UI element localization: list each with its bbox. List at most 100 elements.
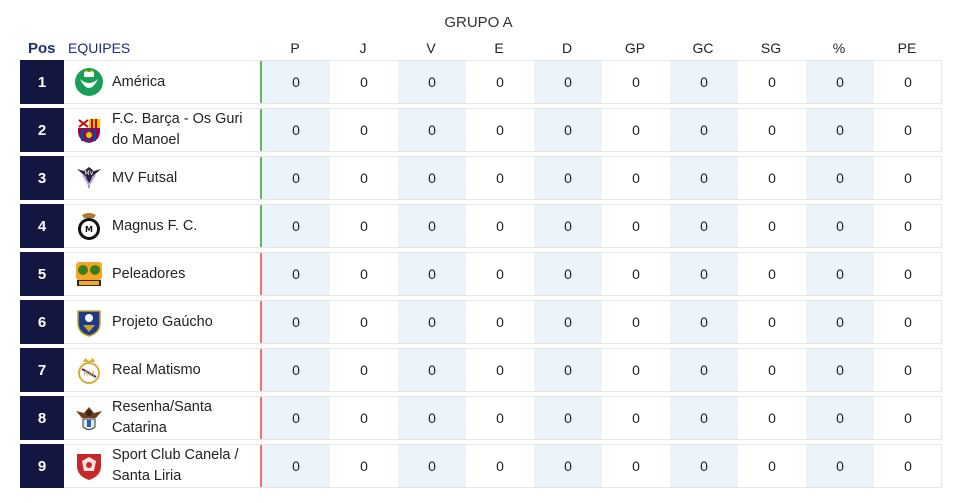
stat-pe: 0: [904, 122, 912, 138]
stat-j: 0: [360, 74, 368, 90]
stat-e: 0: [496, 458, 504, 474]
stat-j: 0: [360, 170, 368, 186]
position-cell: 5: [20, 252, 64, 296]
team-cell[interactable]: F.C. Barça - Os Guri do Manoel: [64, 109, 262, 151]
stat-d: 0: [534, 301, 602, 343]
stat-e: 0: [496, 362, 504, 378]
stat-v: 0: [398, 397, 466, 439]
team-name[interactable]: Real Matismo: [112, 361, 201, 378]
stat-sg: 0: [768, 362, 776, 378]
position-cell: 6: [20, 300, 64, 344]
stat-j: 0: [360, 314, 368, 330]
stat-percent: 0: [806, 445, 874, 487]
stat-v: 0: [398, 301, 466, 343]
team-name[interactable]: F.C. Barça - Os Guri do Manoel: [112, 111, 243, 148]
position-cell: 9: [20, 444, 64, 488]
stat-percent: 0: [806, 349, 874, 391]
header-v: V: [426, 40, 436, 56]
stat-gc: 0: [670, 205, 738, 247]
stat-d: 0: [534, 157, 602, 199]
mv-futsal-logo: MV: [74, 163, 104, 193]
stat-gp: 0: [632, 218, 640, 234]
team-cell[interactable]: M Magnus F. C.: [64, 205, 262, 247]
header-gc: GC: [692, 40, 714, 56]
stat-j: 0: [360, 122, 368, 138]
header-sg: SG: [760, 40, 782, 56]
stat-pe: 0: [904, 362, 912, 378]
team-cell[interactable]: Resenha/Santa Catarina: [64, 397, 262, 439]
team-name[interactable]: Sport Club Canela / Santa Liria: [112, 447, 239, 484]
table-row: 1 América 0 0 0 0 0 0 0 0 0 0: [20, 60, 942, 104]
group-title: GRUPO A: [444, 14, 513, 31]
stat-j: 0: [360, 218, 368, 234]
stat-gc: 0: [670, 157, 738, 199]
stat-p: 0: [262, 109, 330, 151]
stat-gp: 0: [632, 170, 640, 186]
stat-pe: 0: [904, 74, 912, 90]
stat-gp: 0: [632, 266, 640, 282]
stat-gc: 0: [670, 61, 738, 103]
stat-gp: 0: [632, 74, 640, 90]
stat-v: 0: [398, 445, 466, 487]
stat-v: 0: [398, 61, 466, 103]
stat-d: 0: [534, 397, 602, 439]
table-row: 9 Sport Club Canela / Santa Liria 0 0 0 0 0 0 0 0…: [20, 444, 942, 488]
real-matismo-logo: RM: [74, 355, 104, 385]
stat-e: 0: [496, 218, 504, 234]
team-cell[interactable]: Projeto Gaúcho: [64, 301, 262, 343]
team-cell[interactable]: América: [64, 61, 262, 103]
stat-d: 0: [534, 445, 602, 487]
team-name[interactable]: Peleadores: [112, 265, 186, 282]
stat-p: 0: [262, 61, 330, 103]
team-name[interactable]: Projeto Gaúcho: [112, 313, 213, 330]
header-percent: %: [832, 40, 846, 56]
stat-d: 0: [534, 205, 602, 247]
stat-v: 0: [398, 253, 466, 295]
stat-pe: 0: [904, 266, 912, 282]
stat-j: 0: [360, 458, 368, 474]
team-cell[interactable]: RM Real Matismo: [64, 349, 262, 391]
stat-pe: 0: [904, 314, 912, 330]
header-j: J: [359, 40, 367, 56]
stat-percent: 0: [806, 253, 874, 295]
table-row: 6 Projeto Gaúcho 0 0 0 0 0 0 0 0 0 0: [20, 300, 942, 344]
table-row: 5 Peleadores 0 0 0 0 0 0 0 0 0 0: [20, 252, 942, 296]
team-cell[interactable]: Peleadores: [64, 253, 262, 295]
stat-percent: 0: [806, 109, 874, 151]
stat-gp: 0: [632, 314, 640, 330]
table-row: 2 F.C. Barça - Os Guri do Manoel 0 0 0 0 0 0 0 0 0…: [20, 108, 942, 152]
stat-sg: 0: [768, 74, 776, 90]
stat-pe: 0: [904, 410, 912, 426]
magnus-logo: M: [74, 211, 104, 241]
stat-sg: 0: [768, 218, 776, 234]
table-row: 8 Resenha/Santa Catarina 0 0 0 0 0 0 0 0 0 0: [20, 396, 942, 440]
resenha-logo: [74, 403, 104, 433]
stat-p: 0: [262, 349, 330, 391]
stat-d: 0: [534, 109, 602, 151]
team-name[interactable]: MV Futsal: [112, 169, 178, 186]
stat-v: 0: [398, 157, 466, 199]
stat-j: 0: [360, 362, 368, 378]
position-cell: 8: [20, 396, 64, 440]
team-cell[interactable]: MV MV Futsal: [64, 157, 262, 199]
svg-text:RM: RM: [84, 370, 95, 378]
america-logo: [74, 67, 104, 97]
table-row: 3 MV MV Futsal 0 0 0 0 0 0 0 0 0 0: [20, 156, 942, 200]
team-cell[interactable]: Sport Club Canela / Santa Liria: [64, 445, 262, 487]
svg-text:MV: MV: [84, 170, 94, 177]
stat-pe: 0: [904, 170, 912, 186]
team-name[interactable]: Magnus F. C.: [112, 217, 198, 234]
team-name[interactable]: América: [112, 73, 166, 90]
header-p: P: [290, 40, 300, 56]
stat-v: 0: [398, 109, 466, 151]
stat-d: 0: [534, 253, 602, 295]
team-name[interactable]: Resenha/Santa Catarina: [112, 399, 212, 436]
stat-e: 0: [496, 266, 504, 282]
svg-text:M: M: [85, 225, 93, 234]
stat-sg: 0: [768, 122, 776, 138]
stat-e: 0: [496, 170, 504, 186]
peleadores-logo: [74, 259, 104, 289]
stat-sg: 0: [768, 410, 776, 426]
stat-sg: 0: [768, 458, 776, 474]
stat-j: 0: [360, 410, 368, 426]
